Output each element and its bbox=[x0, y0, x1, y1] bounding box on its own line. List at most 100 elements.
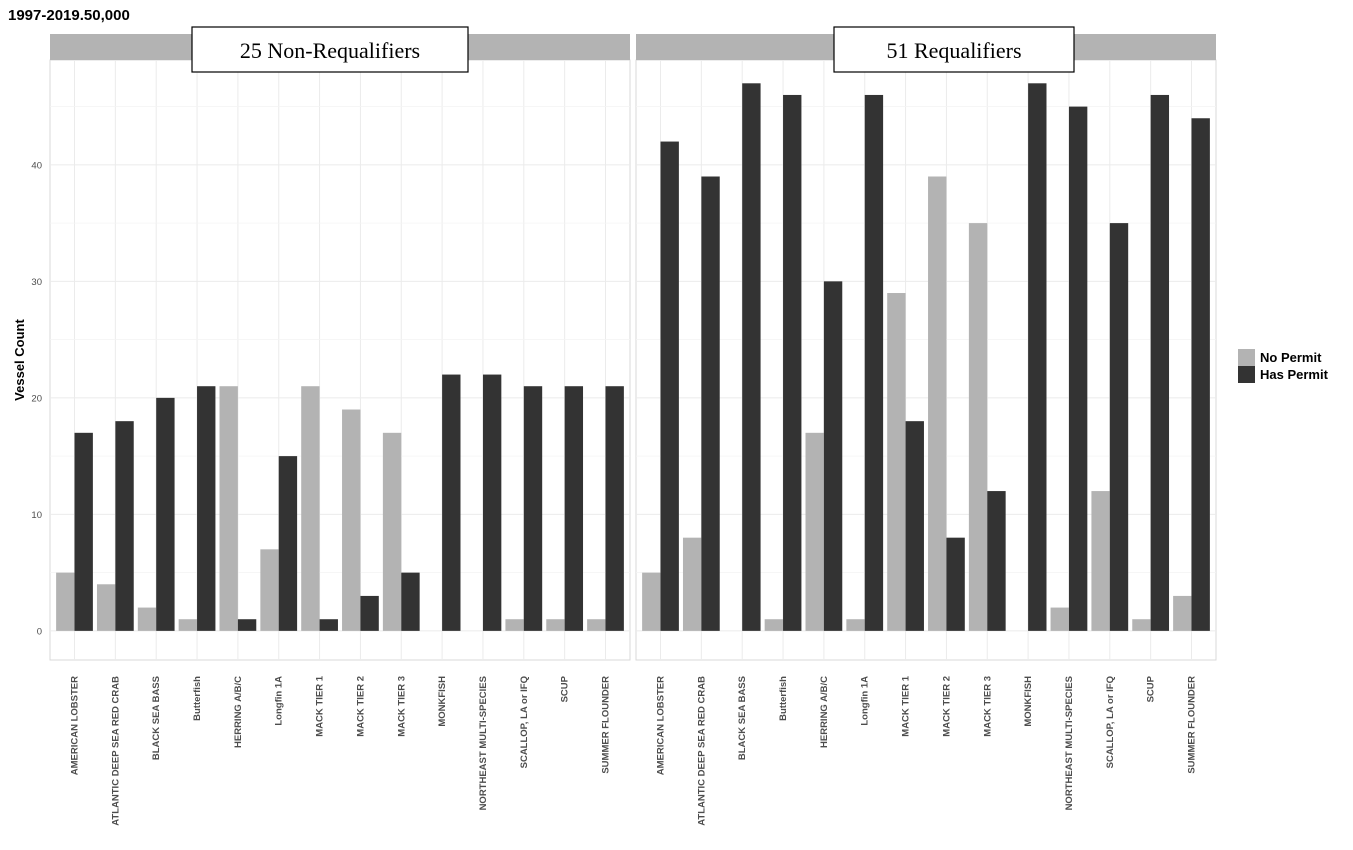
panel-background bbox=[49, 59, 631, 661]
bar-25-non-requalifiers-has-permit-longfin-1a bbox=[278, 456, 298, 631]
y-tick-label: 30 bbox=[31, 277, 42, 288]
x-tick-label: HERRING A/B/C bbox=[233, 676, 244, 748]
bar-25-non-requalifiers-has-permit-scallop-la-or-ifq bbox=[523, 386, 543, 631]
bar-25-non-requalifiers-has-permit-mack-tier-1 bbox=[319, 619, 338, 631]
legend-swatch-no-permit bbox=[1238, 349, 1255, 366]
bar-51-requalifiers-no-permit-american-lobster bbox=[642, 572, 661, 631]
legend: No Permit Has Permit bbox=[1238, 349, 1329, 383]
x-tick-label: AMERICAN LOBSTER bbox=[70, 676, 81, 775]
bar-25-non-requalifiers-no-permit-black-sea-bass bbox=[137, 607, 157, 631]
bar-51-requalifiers-has-permit-longfin-1a bbox=[864, 94, 884, 631]
bar-25-non-requalifiers-no-permit-scallop-la-or-ifq bbox=[505, 619, 524, 631]
panel-25-non-requalifiers: AMERICAN LOBSTER ATLANTIC DEEP SEA RED CR… bbox=[49, 26, 631, 826]
bar-25-non-requalifiers-no-permit-mack-tier-1 bbox=[301, 386, 320, 631]
bar-51-requalifiers-has-permit-atlantic-deep-sea-red-crab bbox=[701, 176, 720, 631]
x-tick-label: AMERICAN LOBSTER bbox=[656, 676, 667, 775]
bar-51-requalifiers-no-permit-scup bbox=[1132, 619, 1151, 631]
legend-swatch-has-permit bbox=[1238, 366, 1255, 383]
x-tick-label: SUMMER FLOUNDER bbox=[1186, 676, 1197, 774]
x-tick-label: SCUP bbox=[560, 675, 571, 702]
bar-25-non-requalifiers-has-permit-black-sea-bass bbox=[156, 397, 175, 631]
facet-label-border bbox=[191, 26, 469, 73]
bar-25-non-requalifiers-no-permit-herring-a-b-c bbox=[219, 386, 238, 631]
bar-25-non-requalifiers-has-permit-mack-tier-2 bbox=[360, 595, 379, 631]
panel-background bbox=[635, 59, 1217, 661]
x-tick-label: NORTHEAST MULTI-SPECIES bbox=[1064, 676, 1075, 810]
x-tick-label: MACK TIER 1 bbox=[315, 675, 326, 736]
x-tick-label: BLACK SEA BASS bbox=[737, 676, 748, 760]
bar-51-requalifiers-no-permit-scallop-la-or-ifq bbox=[1091, 491, 1110, 631]
bar-25-non-requalifiers-has-permit-mack-tier-3 bbox=[401, 572, 420, 631]
bar-51-requalifiers-has-permit-mack-tier-1 bbox=[905, 421, 924, 631]
x-tick-label: Longfin 1A bbox=[274, 676, 285, 726]
bar-51-requalifiers-has-permit-monkfish bbox=[1028, 83, 1047, 631]
x-tick-label: MACK TIER 2 bbox=[941, 676, 952, 737]
x-tick-label: NORTHEAST MULTI-SPECIES bbox=[478, 676, 489, 810]
bar-51-requalifiers-no-permit-butterfish bbox=[764, 619, 784, 631]
x-tick-label: SCALLOP, LA or IFQ bbox=[519, 676, 530, 768]
top-title: 1997-2019.50,000 bbox=[8, 7, 130, 24]
bar-51-requalifiers-has-permit-herring-a-b-c bbox=[823, 281, 843, 631]
bar-25-non-requalifiers-has-permit-butterfish bbox=[197, 386, 216, 631]
x-tick-label: BLACK SEA BASS bbox=[151, 676, 162, 760]
facet-label-border bbox=[833, 26, 1075, 73]
bar-25-non-requalifiers-has-permit-herring-a-b-c bbox=[237, 619, 257, 631]
bar-25-non-requalifiers-no-permit-mack-tier-2 bbox=[342, 409, 361, 631]
y-tick-label: 40 bbox=[31, 160, 42, 171]
x-tick-label: Longfin 1A bbox=[860, 676, 871, 726]
bar-25-non-requalifiers-has-permit-summer-flounder bbox=[605, 386, 624, 631]
x-tick-label: MACK TIER 3 bbox=[396, 676, 407, 737]
y-axis-label: Vessel Count bbox=[12, 319, 27, 401]
x-tick-label: MACK TIER 3 bbox=[982, 676, 993, 737]
bar-51-requalifiers-has-permit-northeast-multi-species bbox=[1068, 106, 1088, 631]
x-tick-label: Butterfish bbox=[778, 676, 789, 721]
legend-label-has-permit: Has Permit bbox=[1260, 367, 1329, 382]
facet-label-box: 25 Non-Requalifiers bbox=[191, 26, 469, 73]
bar-51-requalifiers-has-permit-black-sea-bass bbox=[742, 83, 761, 631]
bar-25-non-requalifiers-no-permit-longfin-1a bbox=[260, 549, 279, 631]
y-tick-label: 10 bbox=[31, 510, 42, 521]
x-tick-label: MACK TIER 1 bbox=[901, 675, 912, 736]
x-tick-label: ATLANTIC DEEP SEA RED CRAB bbox=[110, 676, 121, 826]
bar-25-non-requalifiers-no-permit-scup bbox=[546, 619, 565, 631]
bar-51-requalifiers-no-permit-northeast-multi-species bbox=[1050, 607, 1069, 631]
x-tick-label: HERRING A/B/C bbox=[819, 676, 830, 748]
bar-51-requalifiers-no-permit-longfin-1a bbox=[846, 619, 865, 631]
x-tick-label: MACK TIER 2 bbox=[355, 676, 366, 737]
bar-25-non-requalifiers-has-permit-scup bbox=[564, 386, 584, 631]
x-tick-label: SCUP bbox=[1146, 675, 1157, 702]
bar-51-requalifiers-no-permit-mack-tier-2 bbox=[928, 176, 947, 631]
facet-label-box: 51 Requalifiers bbox=[833, 26, 1075, 73]
facet-label: 25 Non-Requalifiers bbox=[240, 38, 420, 63]
x-tick-label: SUMMER FLOUNDER bbox=[600, 676, 611, 774]
legend-label-no-permit: No Permit bbox=[1260, 350, 1322, 365]
x-tick-label: MONKFISH bbox=[437, 676, 448, 727]
bar-51-requalifiers-has-permit-scallop-la-or-ifq bbox=[1109, 223, 1129, 631]
bar-51-requalifiers-no-permit-summer-flounder bbox=[1173, 595, 1192, 631]
bar-51-requalifiers-no-permit-atlantic-deep-sea-red-crab bbox=[682, 537, 702, 631]
bar-51-requalifiers-has-permit-american-lobster bbox=[660, 141, 679, 631]
y-tick-label: 0 bbox=[37, 626, 42, 637]
bar-51-requalifiers-no-permit-herring-a-b-c bbox=[805, 432, 824, 631]
facet-label: 51 Requalifiers bbox=[886, 38, 1021, 63]
x-tick-label: MONKFISH bbox=[1023, 676, 1034, 727]
bar-25-non-requalifiers-no-permit-american-lobster bbox=[56, 572, 75, 631]
x-tick-label: Butterfish bbox=[192, 676, 203, 721]
bar-25-non-requalifiers-has-permit-monkfish bbox=[442, 374, 461, 631]
bar-25-non-requalifiers-has-permit-atlantic-deep-sea-red-crab bbox=[115, 421, 134, 631]
bar-51-requalifiers-has-permit-scup bbox=[1150, 94, 1170, 631]
bar-25-non-requalifiers-has-permit-northeast-multi-species bbox=[482, 374, 502, 631]
bar-51-requalifiers-no-permit-mack-tier-3 bbox=[968, 223, 988, 631]
bar-25-non-requalifiers-no-permit-butterfish bbox=[178, 619, 198, 631]
panel-51-requalifiers: AMERICAN LOBSTER ATLANTIC DEEP SEA RED CR… bbox=[635, 26, 1217, 826]
panels: AMERICAN LOBSTER ATLANTIC DEEP SEA RED CR… bbox=[31, 26, 1217, 826]
bar-25-non-requalifiers-no-permit-atlantic-deep-sea-red-crab bbox=[96, 584, 116, 631]
y-tick-label: 20 bbox=[31, 393, 42, 404]
bar-25-non-requalifiers-no-permit-mack-tier-3 bbox=[382, 432, 402, 631]
bar-51-requalifiers-has-permit-butterfish bbox=[783, 94, 802, 631]
bar-25-non-requalifiers-has-permit-american-lobster bbox=[74, 432, 93, 631]
bar-25-non-requalifiers-no-permit-summer-flounder bbox=[587, 619, 606, 631]
x-tick-label: SCALLOP, LA or IFQ bbox=[1105, 676, 1116, 768]
bar-51-requalifiers-has-permit-mack-tier-3 bbox=[987, 491, 1006, 631]
